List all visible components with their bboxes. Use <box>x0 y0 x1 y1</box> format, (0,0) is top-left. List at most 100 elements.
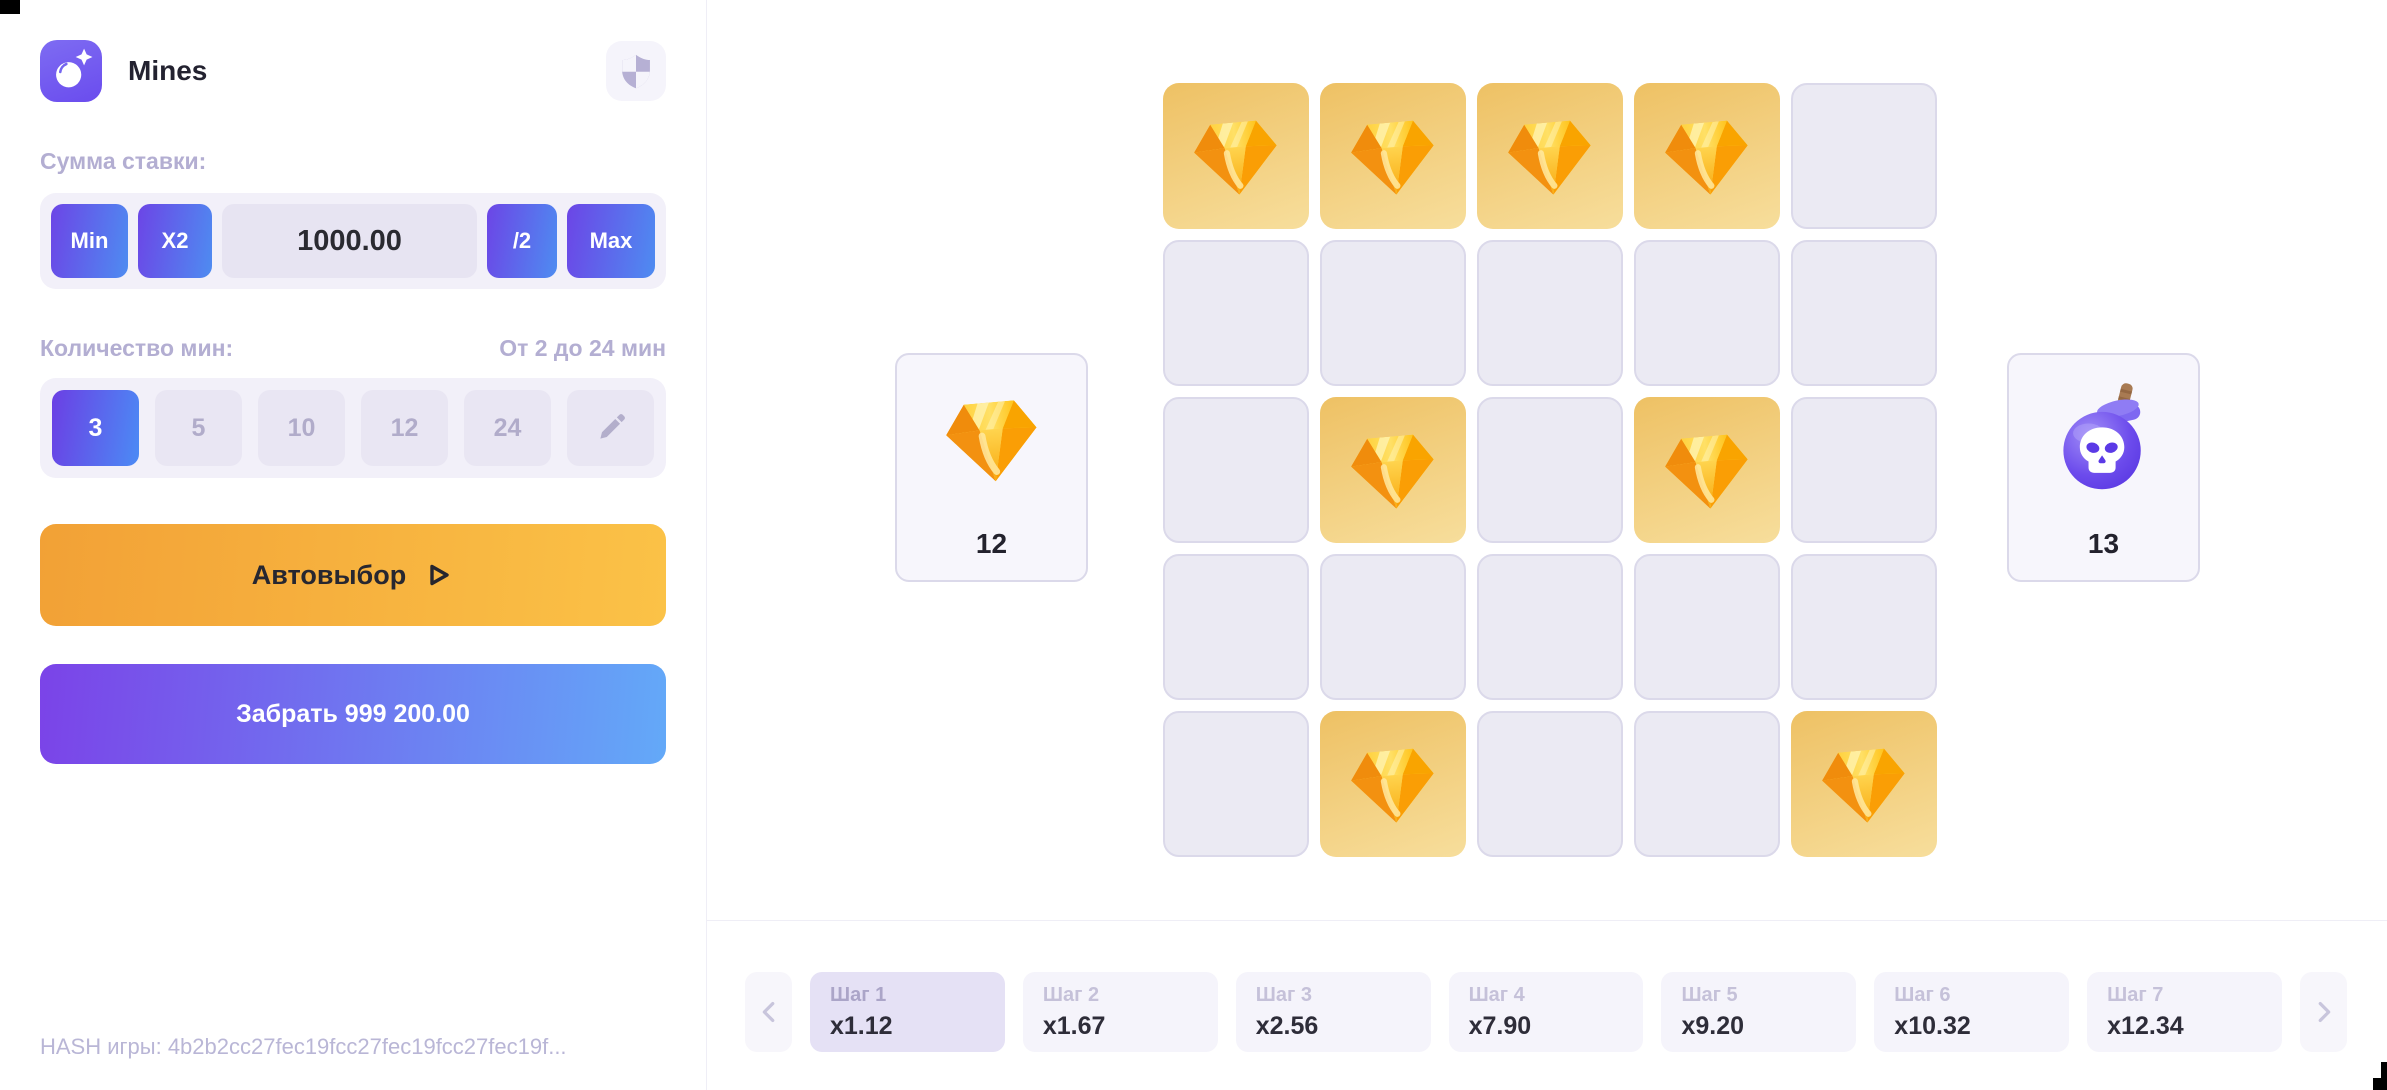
step-label: Шаг 6 <box>1894 984 1951 1006</box>
play-icon <box>422 559 454 591</box>
grid-tile-1-1[interactable] <box>1320 240 1466 386</box>
mines-count-header: Количество мин: От 2 до 24 мин <box>40 335 666 362</box>
mines-count-option-3[interactable]: 3 <box>52 390 139 466</box>
diamond-icon <box>1179 99 1294 214</box>
diamonds-counter-card: 12 <box>895 353 1088 582</box>
grid-tile-0-0[interactable] <box>1163 83 1309 229</box>
mines-count-option-12[interactable]: 12 <box>361 390 448 466</box>
page-title: Mines <box>128 55 208 86</box>
grid-tile-3-0[interactable] <box>1163 554 1309 700</box>
step-cards: Шаг 1 x1.12 Шаг 2 x1.67 Шаг 3 x2.56 Шаг 4 x7.90… <box>810 972 2283 1052</box>
diamond-icon <box>929 376 1055 502</box>
board-steps-divider <box>707 920 2387 921</box>
bet-max-button[interactable]: Max <box>567 204 655 278</box>
step-multiplier: x1.12 <box>830 1012 893 1040</box>
step-card-6[interactable]: Шаг 6 x10.32 <box>1874 972 2070 1052</box>
diamond-icon <box>1493 99 1608 214</box>
grid-tile-1-3[interactable] <box>1634 240 1780 386</box>
diamond-icon <box>1336 727 1451 842</box>
step-card-3[interactable]: Шаг 3 x2.56 <box>1235 972 1431 1052</box>
step-multiplier: x2.56 <box>1255 1012 1319 1040</box>
step-label: Шаг 1 <box>830 984 887 1006</box>
diamond-icon <box>1336 99 1451 214</box>
steps-next-button[interactable] <box>2300 972 2347 1052</box>
grid-tile-2-1[interactable] <box>1320 397 1466 543</box>
chevron-left-icon <box>754 997 784 1027</box>
custom-mines-button[interactable] <box>567 390 654 466</box>
step-card-5[interactable]: Шаг 5 x9.20 <box>1661 972 1857 1052</box>
grid-tile-2-0[interactable] <box>1163 397 1309 543</box>
grid-tile-0-2[interactable] <box>1477 83 1623 229</box>
diamond-icon <box>1336 413 1451 528</box>
step-label: Шаг 4 <box>1468 984 1525 1006</box>
pencil-icon <box>594 411 628 445</box>
grid-tile-3-1[interactable] <box>1320 554 1466 700</box>
grid-tile-2-4[interactable] <box>1791 397 1937 543</box>
step-card-7[interactable]: Шаг 7 x12.34 <box>2087 972 2283 1052</box>
sidebar-header: Mines <box>40 40 666 102</box>
grid-tile-3-3[interactable] <box>1634 554 1780 700</box>
game-board: 12 13 <box>707 0 2387 920</box>
diamonds-count: 12 <box>975 528 1008 559</box>
step-multiplier: x10.32 <box>1894 1012 1971 1040</box>
grid-tile-2-3[interactable] <box>1634 397 1780 543</box>
chevron-right-icon <box>2309 997 2339 1027</box>
bet-amount-input[interactable]: 1000.00 <box>222 204 477 278</box>
step-label: Шаг 5 <box>1681 984 1738 1006</box>
mines-count-option-5[interactable]: 5 <box>155 390 242 466</box>
sidebar: Mines Сумма ставки: Min X2 1000.00 /2 Ma… <box>0 0 707 1090</box>
mines-count-label: Количество мин: <box>40 335 234 361</box>
mines-range-hint: От 2 до 24 мин <box>499 335 666 361</box>
mines-count-option-24[interactable]: 24 <box>464 390 551 466</box>
shield-icon <box>614 49 658 93</box>
grid-tile-1-2[interactable] <box>1477 240 1623 386</box>
bomb-logo-icon <box>43 43 99 99</box>
grid-tile-1-0[interactable] <box>1163 240 1309 386</box>
step-label: Шаг 7 <box>2107 984 2164 1006</box>
bombs-counter-card: 13 <box>2007 353 2200 582</box>
steps-prev-button[interactable] <box>745 972 792 1052</box>
grid-tile-4-1[interactable] <box>1320 711 1466 857</box>
bomb-icon <box>2046 381 2162 497</box>
grid-tile-4-2[interactable] <box>1477 711 1623 857</box>
bet-amount-label: Сумма ставки: <box>40 148 207 174</box>
bet-half-button[interactable]: /2 <box>487 204 557 278</box>
grid-tile-0-4[interactable] <box>1791 83 1937 229</box>
cashout-button[interactable]: Забрать 999 200.00 <box>40 664 666 764</box>
diamond-icon <box>1650 99 1765 214</box>
mines-count-options: 3 5 10 12 24 <box>40 378 666 478</box>
step-label: Шаг 2 <box>1042 984 1100 1006</box>
grid-tile-4-0[interactable] <box>1163 711 1309 857</box>
game-hash: HASH игры: 4b2b2cc27fec19fcc27fec19fcc27… <box>40 1034 567 1059</box>
diamond-icon <box>1807 727 1922 842</box>
autopick-button[interactable]: Автовыбор <box>40 524 666 626</box>
grid-tile-0-3[interactable] <box>1634 83 1780 229</box>
step-label: Шаг 3 <box>1255 984 1312 1006</box>
grid-tile-0-1[interactable] <box>1320 83 1466 229</box>
step-multiplier: x7.90 <box>1468 1012 1532 1040</box>
grid-tile-1-4[interactable] <box>1791 240 1937 386</box>
bet-x2-button[interactable]: X2 <box>138 204 212 278</box>
mines-logo <box>40 40 102 102</box>
mines-count-option-10[interactable]: 10 <box>258 390 345 466</box>
mines-grid <box>1163 83 1937 857</box>
grid-tile-3-4[interactable] <box>1791 554 1937 700</box>
bet-controls: Min X2 1000.00 /2 Max <box>40 193 666 289</box>
screenshot-artifact <box>0 0 20 14</box>
autopick-label: Автовыбор <box>251 559 407 590</box>
grid-tile-2-2[interactable] <box>1477 397 1623 543</box>
grid-tile-3-2[interactable] <box>1477 554 1623 700</box>
bet-min-button[interactable]: Min <box>51 204 128 278</box>
step-multiplier: x9.20 <box>1681 1012 1744 1040</box>
step-card-2[interactable]: Шаг 2 x1.67 <box>1022 972 1218 1052</box>
bombs-count: 13 <box>2087 528 2120 559</box>
step-card-4[interactable]: Шаг 4 x7.90 <box>1448 972 1644 1052</box>
step-multiplier: x12.34 <box>2107 1012 2184 1040</box>
grid-tile-4-3[interactable] <box>1634 711 1780 857</box>
provably-fair-button[interactable] <box>606 41 666 101</box>
grid-tile-4-4[interactable] <box>1791 711 1937 857</box>
screenshot-artifact <box>2381 1062 2387 1090</box>
diamond-icon <box>1650 413 1765 528</box>
step-card-1[interactable]: Шаг 1 x1.12 <box>810 972 1005 1052</box>
